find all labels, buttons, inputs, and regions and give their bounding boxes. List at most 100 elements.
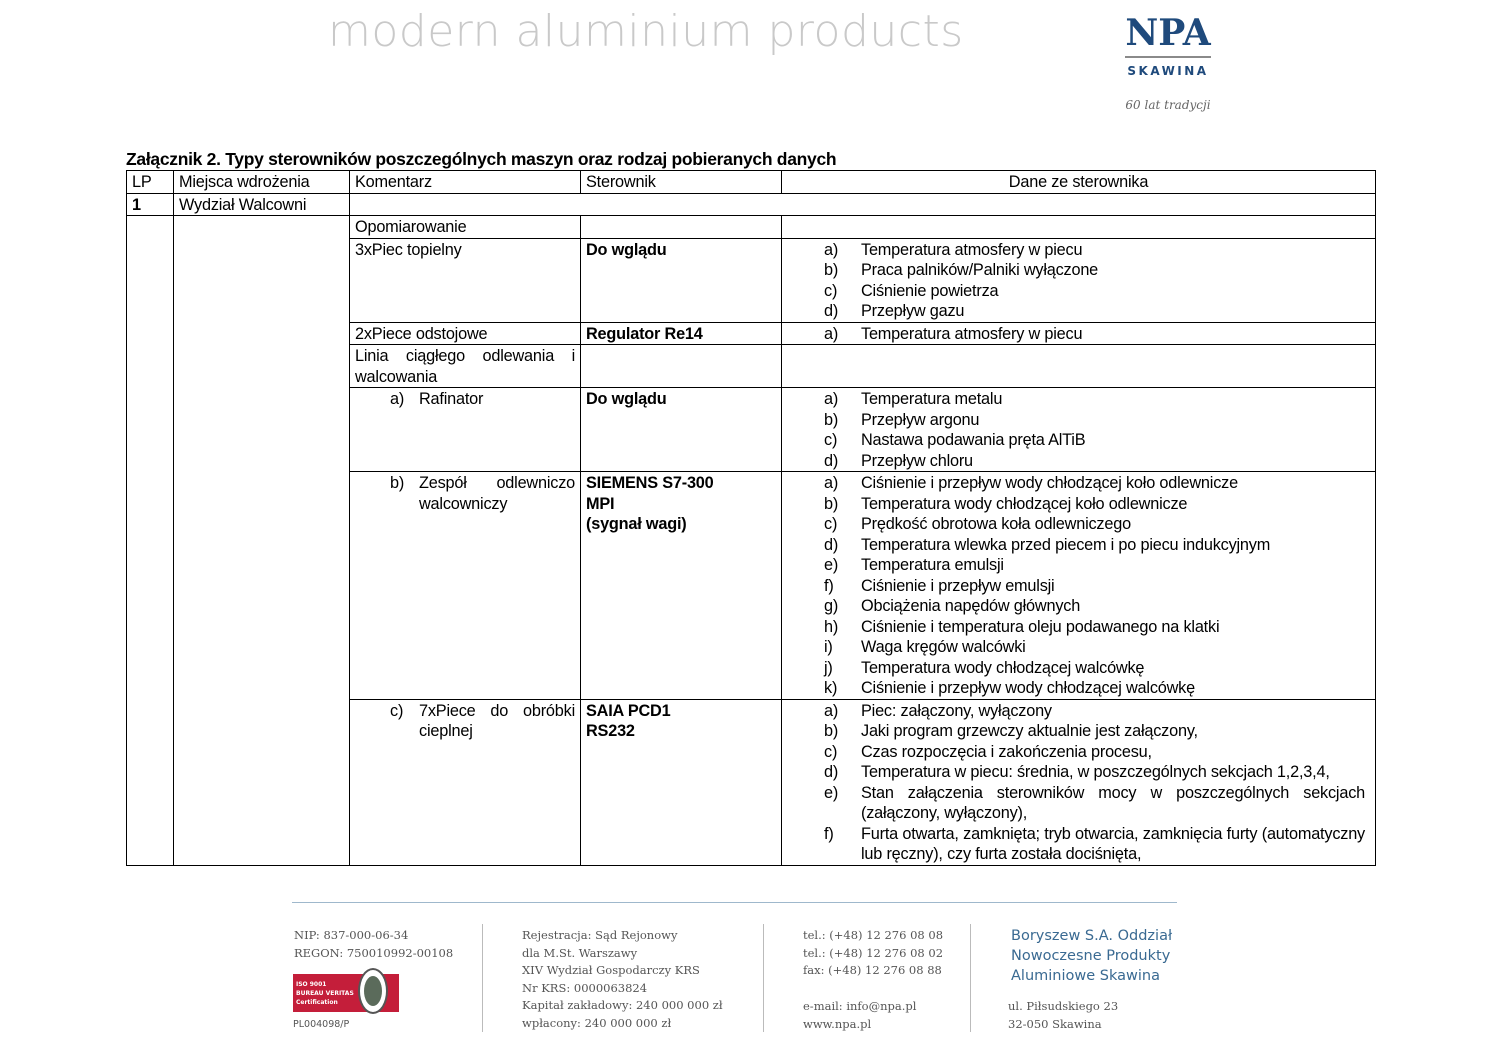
table-row: 1 Wydział Walcowni [126, 192, 1376, 216]
list-text: Temperatura wody chłodzącej walcówkę [861, 658, 1145, 677]
list-text: Temperatura emulsji [861, 556, 1004, 574]
footer-line: www.npa.pl [803, 1016, 872, 1031]
data-list-item: g) Obciążenia napędów głównych [787, 596, 1370, 617]
footer-line: Rejestracja: Sąd Rejonowy [522, 928, 678, 942]
regon: REGON: 750010992-00108 [294, 945, 454, 960]
npa-logo: NPA SKAWINA 60 lat tradycji [1122, 14, 1214, 112]
list-letter: d) [824, 451, 839, 470]
empty-cell [349, 192, 1376, 216]
footer-company: Boryszew S.A. Oddział Nowoczesne Produkty… [1011, 926, 1172, 986]
iso-cert-label: Certification [296, 999, 338, 1006]
footer-line: tel.: (+48) 12 276 08 08 [803, 928, 944, 942]
list-letter: g) [824, 597, 839, 615]
data-list-item: c) Nastawa podawania pręta AlTiB [787, 430, 1370, 451]
list-letter: b) [824, 261, 839, 279]
cert-number: PL004098/P [293, 1019, 350, 1030]
table-row: Linia ciągłego odlewania i walcowania [127, 344, 1376, 388]
controller-cell [580, 215, 782, 239]
comment-cell: Linia ciągłego odlewania i walcowania [349, 344, 581, 388]
list-text: Temperatura wlewka przed piecem i po pie… [861, 535, 1271, 554]
data-list-item: d) Przepływ chloru [787, 451, 1370, 472]
footer-line: Aluminiowe Skawina [1011, 968, 1160, 984]
list-text: Ciśnienie i przepływ wody chłodzącej wal… [861, 679, 1195, 697]
footer-line: Nowoczesne Produkty [1011, 948, 1171, 964]
data-list-item: b) Praca palników/Palniki wyłączone [787, 260, 1370, 281]
footer-line: Boryszew S.A. Oddział [1011, 928, 1173, 944]
list-letter: b) [824, 722, 839, 740]
data-list-item: a) Piec: załączony, wyłączony [787, 701, 1370, 722]
sub-item: a) Rafinator [355, 389, 575, 410]
footer-line: e-mail: info@npa.pl [803, 999, 917, 1013]
list-text: Przepływ chloru [861, 451, 973, 470]
table-row: c) 7xPiece do obróbki cieplnej SAIA PCD1 RS… [127, 698, 1376, 866]
data-cell: a) Temperatura atmosfery w piecu [781, 321, 1376, 345]
data-cell: a) Temperatura atmosfery w piecu b) Praca p… [781, 237, 1376, 323]
list-text: Czas rozpoczęcia i zakończenia procesu, [861, 742, 1152, 761]
lp-empty-cell [126, 215, 174, 866]
comment-cell: 2xPiece odstojowe [349, 321, 581, 345]
controller-cell: Do wglądu [580, 237, 782, 323]
controller-line: Do wglądu [586, 390, 667, 408]
header-controller: Sterownik [580, 170, 782, 194]
list-text: Jaki program grzewczy aktualnie jest zał… [861, 722, 1198, 740]
sub-item-letter: b) [390, 474, 405, 492]
comment-cell: c) 7xPiece do obróbki cieplnej [349, 698, 581, 866]
list-text: Furta otwarta, zamknięta; tryb otwarcia,… [861, 824, 1365, 864]
data-list-item: e) Stan załączenia sterowników mocy w pos… [787, 783, 1370, 824]
list-letter: c) [824, 515, 838, 533]
list-letter: d) [824, 535, 839, 554]
list-text: Temperatura atmosfery w piecu [861, 324, 1083, 343]
footer-online: e-mail: info@npa.pl www.npa.pl [803, 998, 916, 1033]
list-letter: b) [824, 494, 839, 513]
table-row: a) Rafinator Do wglądu a) Temperatura metalu… [127, 387, 1376, 472]
list-text: Obciążenia napędów głównych [861, 597, 1081, 615]
list-text: Temperatura metalu [861, 390, 1003, 408]
controller-cell [580, 344, 782, 388]
data-list-item: j) Temperatura wody chłodzącej walcówkę [787, 658, 1370, 679]
sub-item-letter: c) [390, 701, 404, 720]
list-letter: a) [824, 240, 839, 259]
data-list-item: a) Temperatura atmosfery w piecu [787, 324, 1370, 345]
list-letter: f) [824, 824, 834, 843]
header-data: Dane ze sterownika [781, 170, 1376, 194]
list-text: Temperatura wody chłodzącej koło odlewni… [861, 494, 1188, 513]
data-list-item: a) Ciśnienie i przepływ wody chłodzącej k… [787, 473, 1370, 494]
logo-divider [1125, 56, 1211, 58]
list-letter: a) [824, 701, 839, 720]
data-list-item: b) Temperatura wody chłodzącej koło odlew… [787, 494, 1370, 515]
controller-line: Do wglądu [586, 240, 667, 259]
data-cell: a) Piec: załączony, wyłączony b) Jaki progr… [781, 698, 1376, 866]
list-letter: c) [824, 281, 838, 300]
footer-tax-ids: NIP: 837-000-06-34 REGON: 750010992-0010… [294, 927, 453, 962]
list-text: Prędkość obrotowa koła odlewniczego [861, 515, 1131, 533]
table-header-row: LP Miejsca wdrożenia Komentarz Sterownik… [126, 170, 1376, 194]
list-text: Ciśnienie powietrza [861, 281, 999, 300]
list-letter: a) [824, 474, 839, 492]
footer-registration: Rejestracja: Sąd Rejonowy dla M.St. Warsz… [522, 927, 723, 1033]
table-row: b) Zespół odlewniczo walcowniczy SIEMENS S… [127, 471, 1376, 700]
controller-line: SAIA PCD1 [586, 701, 671, 720]
tagline: modern aluminium products [328, 6, 964, 57]
sub-item-label: Zespół odlewniczo walcowniczy [419, 474, 575, 513]
place-cell: Wydział Walcowni [173, 192, 350, 216]
data-list-item: h) Ciśnienie i temperatura oleju podawane… [787, 617, 1370, 638]
list-text: Przepływ gazu [861, 302, 965, 320]
list-text: Ciśnienie i przepływ wody chłodzącej koł… [861, 474, 1238, 492]
list-text: Przepływ argonu [861, 410, 980, 429]
sub-item-label: Rafinator [419, 390, 484, 408]
controller-line: SIEMENS S7-300 [586, 474, 714, 492]
table-row: Opomiarowanie [126, 215, 1376, 866]
header-lp: LP [126, 170, 174, 194]
footer-line: 32-050 Skawina [1008, 1016, 1102, 1031]
data-list-item: d) Temperatura wlewka przed piecem i po p… [787, 535, 1370, 556]
data-list-item: a) Temperatura atmosfery w piecu [787, 240, 1370, 261]
list-text: Praca palników/Palniki wyłączone [861, 261, 1099, 279]
list-letter: c) [824, 431, 838, 449]
list-letter: f) [824, 576, 834, 595]
footer-separator [763, 924, 764, 1032]
list-text: Stan załączenia sterowników mocy w poszc… [861, 783, 1365, 823]
footer-line: Nr KRS: 0000063824 [522, 980, 648, 995]
comment-cell: a) Rafinator [349, 387, 581, 472]
list-letter: i) [824, 638, 833, 656]
list-text: Ciśnienie i przepływ emulsji [861, 576, 1055, 595]
